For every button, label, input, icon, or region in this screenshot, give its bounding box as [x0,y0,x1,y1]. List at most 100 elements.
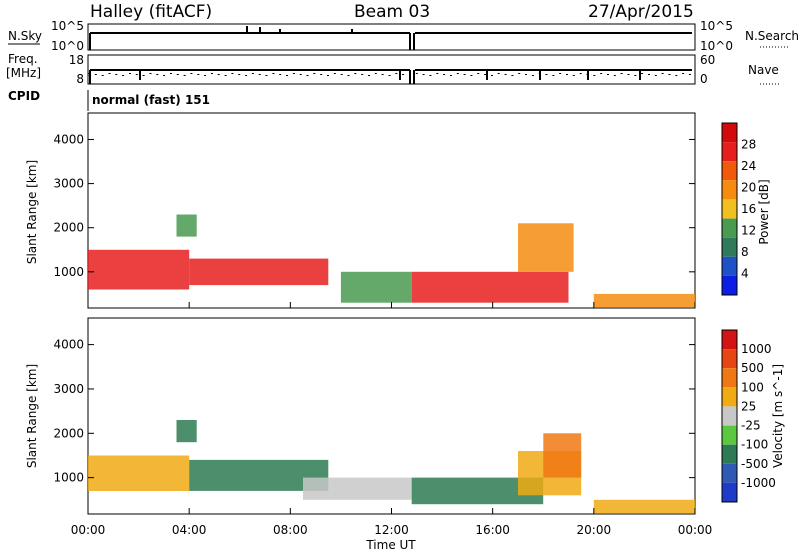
power-regions [88,214,695,308]
scatter-region [176,420,197,443]
velocity-panel: 1000 2000 3000 4000 Slant Range [km] [25,317,696,515]
scatter-region [88,455,190,491]
scatter-region [340,271,412,303]
y-tick-label: 4000 [53,338,84,352]
colorbar-cell [722,237,737,257]
cpid-label: CPID [8,89,40,103]
colorbar-cell [722,180,737,200]
nave-point [463,74,466,75]
nave-point [258,74,261,75]
nsearch-label: N.Search [745,29,799,43]
colorbar-cell [722,123,737,143]
freq-tick-right-0: 60 [700,53,715,67]
nsky-tick-right-0: 10^5 [700,19,733,33]
scatter-region [518,223,574,272]
freq-label-1: Freq. [8,52,38,66]
nave-point [217,74,220,75]
nave-point [525,74,527,75]
colorbar-tick-label: -500 [741,457,768,471]
y-tick-label: 2000 [53,426,84,440]
y-tick-label: 4000 [53,132,84,146]
nsky-frame [87,23,696,51]
nave-point [313,73,316,74]
freq-panel: Freq. [MHz] 18 8 60 0 Nave [6,52,780,86]
nave-point [245,75,248,76]
colorbar-cell [722,161,737,181]
scatter-region [303,477,412,500]
velocity-colorbar-frame [721,329,738,503]
date-title: 27/Apr/2015 [588,2,694,22]
colorbar-cell [722,218,737,238]
nave-point [634,75,637,76]
velocity-y-ticks: 1000 2000 3000 4000 [53,338,695,485]
nave-point [122,75,125,76]
nave-point [156,74,159,75]
colorbar-tick-label: 25 [741,399,756,413]
nave-point [415,73,418,74]
cpid-text: normal (fast) 151 [92,93,210,107]
nave-point [579,73,582,74]
power-colorbar-ticks: 4 8 12 16 20 24 28 [741,138,756,281]
nave-point [224,75,227,76]
x-tick-label: 00:00 [71,523,106,537]
nave-point [340,74,343,75]
colorbar-cell [722,330,737,350]
nave-point [470,75,473,76]
nsky-tick-right-1: 10^0 [700,39,733,53]
nave-point [395,73,398,74]
nave-point [388,75,391,76]
velocity-colorbar-label: Velocity [m s^-1] [771,364,785,468]
nave-point [163,75,166,76]
scatter-region [189,258,329,286]
nave-point [436,73,439,74]
nave-point [231,73,234,74]
x-tick-label: 04:00 [172,523,207,537]
nave-point [511,75,514,76]
colorbar-cell [722,444,737,464]
nave-point [129,73,131,74]
nave-point [368,75,370,76]
nave-point [306,75,309,76]
colorbar-cell [722,463,737,483]
colorbar-cell [722,199,737,219]
nave-point [265,75,268,76]
power-y-ticks: 1000 2000 3000 4000 [53,132,695,279]
nave-point [572,75,575,76]
colorbar-cell [722,275,737,295]
nave-point [641,73,644,74]
colorbar-cell [722,482,737,502]
colorbar-cell [722,425,737,445]
nave-point [183,75,186,76]
colorbar-tick-label: -25 [741,419,761,433]
nave-point [279,74,282,75]
colorbar-cell [722,406,737,426]
nave-point [627,74,630,75]
x-tick-label: 08:00 [273,523,308,537]
colorbar-tick-label: 16 [741,202,756,216]
power-ylabel: Slant Range [km] [25,160,39,264]
nave-point [374,73,377,74]
nave-point [620,73,623,74]
freq-frame [87,54,696,85]
scatter-region [176,214,197,237]
nave-point [422,74,425,75]
station-title: Halley (fitACF) [90,2,212,22]
colorbar-cell [722,256,737,276]
nave-point [197,74,200,75]
power-colorbar-label: Power [dB] [757,179,771,244]
nave-point [94,74,97,75]
colorbar-tick-label: 12 [741,224,756,238]
colorbar-cell [722,368,737,388]
nave-point [456,73,459,74]
power-colorbar: 4 8 12 16 20 24 28 Power [dB] [721,122,771,296]
nave-point [142,75,145,76]
colorbar-tick-label: -1000 [741,476,776,490]
nsky-tick-left-0: 10^5 [51,19,84,33]
nave-label: Nave [748,63,779,77]
nave-point [169,73,172,74]
scatter-region [543,433,582,478]
nave-point [607,74,609,75]
nave-point [333,73,336,74]
x-axis-label: Time UT [365,538,416,552]
y-tick-label: 1000 [53,265,84,279]
